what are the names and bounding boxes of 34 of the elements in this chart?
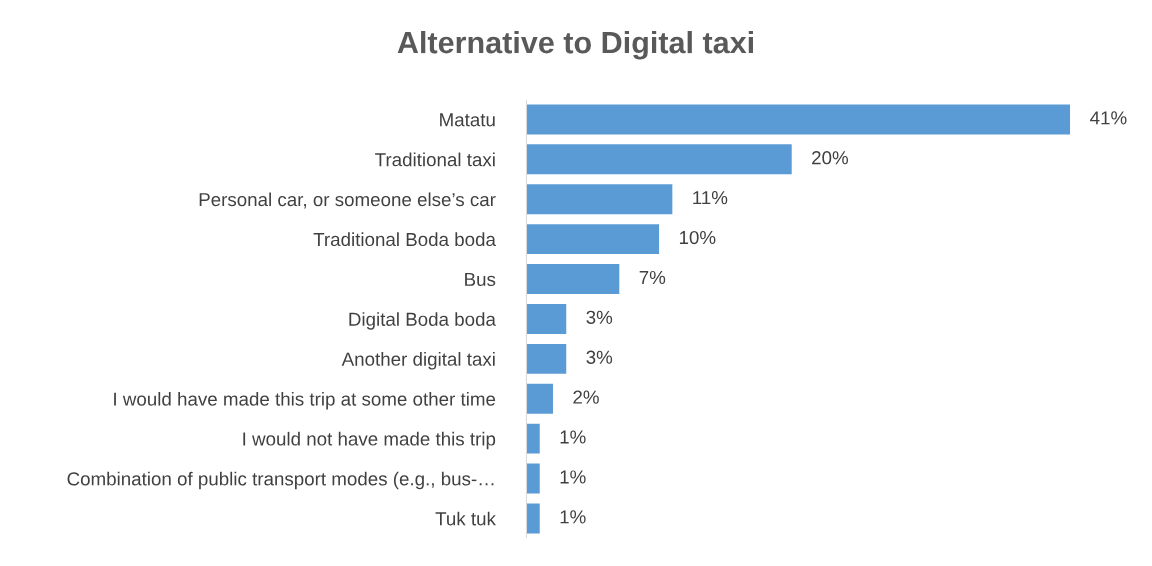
bar xyxy=(526,144,792,175)
bar xyxy=(526,463,540,494)
bar xyxy=(526,423,540,454)
bar xyxy=(526,264,620,294)
bar xyxy=(526,104,1071,135)
bar xyxy=(526,383,553,414)
y-tick-label: Combination of public transport modes (e.g., bus-… xyxy=(67,471,494,490)
y-tick-label: Personal car, or someone else’s car xyxy=(199,192,496,209)
bar xyxy=(526,503,540,534)
data-label: 1% xyxy=(560,510,586,524)
y-tick-label: Digital Boda boda xyxy=(349,312,496,330)
y-tick-label: Bus xyxy=(465,272,496,287)
data-label: 10% xyxy=(679,230,716,245)
bar xyxy=(526,184,673,215)
data-label: 1% xyxy=(560,430,586,444)
data-label: 41% xyxy=(1090,111,1127,125)
y-tick-label: Another digital taxi xyxy=(341,352,495,370)
y-tick-label: I would not have made this trip xyxy=(243,431,496,450)
chart-title: Alternative to Digital taxi xyxy=(397,30,753,60)
bar xyxy=(526,303,567,334)
data-label: 3% xyxy=(586,350,613,364)
data-label: 20% xyxy=(812,151,849,165)
y-tick-label: Traditional Boda boda xyxy=(313,232,496,247)
data-label: 3% xyxy=(586,310,613,324)
data-label: 2% xyxy=(573,390,599,404)
data-label: 1% xyxy=(560,470,586,484)
data-label: 11% xyxy=(693,191,728,205)
y-tick-label: Traditional taxi xyxy=(375,152,495,167)
bar xyxy=(526,343,567,374)
y-tick-label: Tuk tuk xyxy=(435,511,496,526)
y-tick-label: I would have made this trip at some other time xyxy=(114,391,496,410)
bar xyxy=(526,224,660,255)
y-tick-label: Matatu xyxy=(440,113,495,127)
data-label: 7% xyxy=(639,270,666,284)
